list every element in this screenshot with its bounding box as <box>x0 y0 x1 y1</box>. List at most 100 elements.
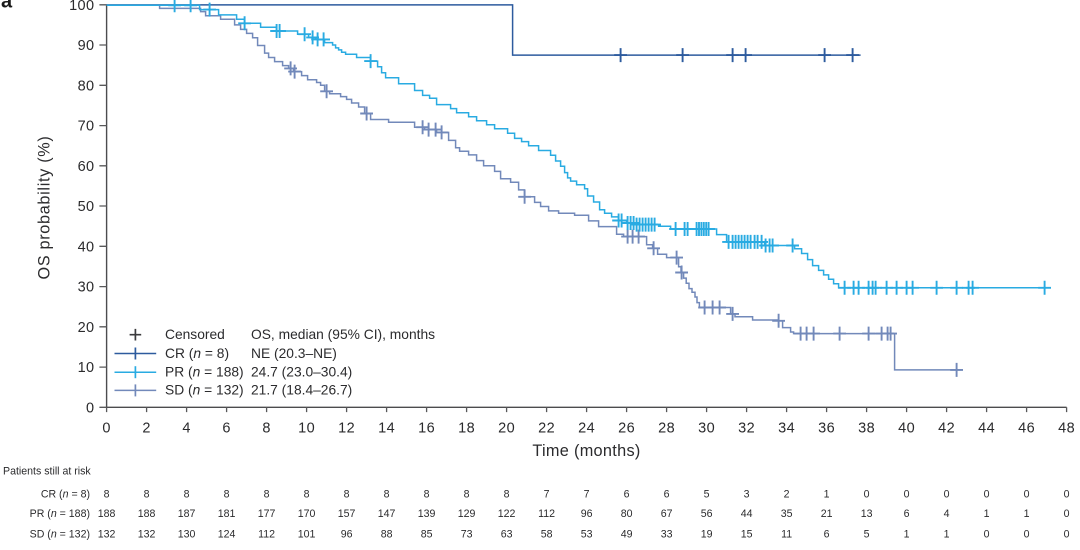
svg-text:50: 50 <box>78 199 95 215</box>
svg-text:1: 1 <box>944 528 950 540</box>
svg-text:157: 157 <box>338 508 356 520</box>
svg-text:8: 8 <box>464 488 470 500</box>
svg-text:80: 80 <box>621 508 633 520</box>
svg-text:90: 90 <box>78 38 95 54</box>
svg-text:6: 6 <box>824 528 830 540</box>
svg-text:0: 0 <box>102 421 110 437</box>
svg-text:5: 5 <box>864 528 870 540</box>
svg-text:0: 0 <box>86 400 94 416</box>
svg-text:46: 46 <box>1018 421 1035 437</box>
svg-text:0: 0 <box>1024 528 1030 540</box>
svg-text:8: 8 <box>504 488 510 500</box>
svg-text:16: 16 <box>418 421 435 437</box>
svg-text:Censored: Censored <box>165 327 225 342</box>
svg-text:OS probability (%): OS probability (%) <box>36 136 54 280</box>
svg-text:5: 5 <box>704 488 710 500</box>
svg-text:67: 67 <box>661 508 673 520</box>
svg-text:36: 36 <box>818 421 835 437</box>
svg-text:11: 11 <box>781 528 792 540</box>
svg-text:Patients still at risk: Patients still at risk <box>3 466 91 478</box>
svg-text:8: 8 <box>424 488 430 500</box>
svg-text:187: 187 <box>178 508 196 520</box>
svg-text:6: 6 <box>624 488 630 500</box>
svg-text:8: 8 <box>224 488 230 500</box>
svg-text:96: 96 <box>581 508 593 520</box>
svg-text:3: 3 <box>744 488 750 500</box>
svg-text:101: 101 <box>298 528 316 540</box>
svg-text:CR (n = 8): CR (n = 8) <box>165 346 229 361</box>
svg-text:53: 53 <box>581 528 593 540</box>
svg-text:70: 70 <box>78 119 95 135</box>
svg-text:CR (n = 8): CR (n = 8) <box>41 488 90 500</box>
svg-text:8: 8 <box>144 488 150 500</box>
svg-text:56: 56 <box>701 508 713 520</box>
svg-text:100: 100 <box>69 0 94 14</box>
svg-text:13: 13 <box>861 508 873 520</box>
svg-text:1: 1 <box>824 488 830 500</box>
svg-text:PR (n = 188): PR (n = 188) <box>30 508 90 520</box>
svg-text:1: 1 <box>1024 508 1030 520</box>
svg-text:88: 88 <box>381 528 393 540</box>
svg-text:19: 19 <box>701 528 713 540</box>
svg-text:85: 85 <box>421 528 433 540</box>
svg-text:2: 2 <box>784 488 790 500</box>
svg-text:48: 48 <box>1058 421 1075 437</box>
svg-text:30: 30 <box>78 280 95 296</box>
svg-text:38: 38 <box>858 421 875 437</box>
svg-text:132: 132 <box>98 528 116 540</box>
svg-text:32: 32 <box>738 421 755 437</box>
svg-text:6: 6 <box>664 488 670 500</box>
svg-text:NE (20.3–NE): NE (20.3–NE) <box>251 346 337 361</box>
svg-text:181: 181 <box>218 508 236 520</box>
svg-text:6: 6 <box>222 421 230 437</box>
svg-text:PR (n = 188): PR (n = 188) <box>165 365 244 380</box>
svg-text:0: 0 <box>944 488 950 500</box>
svg-text:28: 28 <box>658 421 675 437</box>
svg-text:30: 30 <box>698 421 715 437</box>
svg-text:Time (months): Time (months) <box>532 442 640 460</box>
svg-text:4: 4 <box>182 421 190 437</box>
svg-text:10: 10 <box>298 421 315 437</box>
svg-text:26: 26 <box>618 421 635 437</box>
svg-text:139: 139 <box>418 508 436 520</box>
svg-text:96: 96 <box>341 528 353 540</box>
svg-text:170: 170 <box>298 508 316 520</box>
svg-text:0: 0 <box>1024 488 1030 500</box>
svg-text:124: 124 <box>218 528 236 540</box>
svg-text:40: 40 <box>78 239 95 255</box>
svg-text:22: 22 <box>538 421 555 437</box>
svg-text:SD (n = 132): SD (n = 132) <box>30 528 90 540</box>
svg-text:188: 188 <box>98 508 116 520</box>
svg-text:60: 60 <box>78 159 95 175</box>
svg-text:4: 4 <box>944 508 950 520</box>
svg-text:8: 8 <box>262 421 270 437</box>
svg-text:21.7 (18.4–26.7): 21.7 (18.4–26.7) <box>251 383 352 398</box>
svg-text:0: 0 <box>864 488 870 500</box>
svg-text:0: 0 <box>1064 488 1070 500</box>
svg-text:129: 129 <box>458 508 476 520</box>
svg-text:20: 20 <box>498 421 515 437</box>
svg-text:132: 132 <box>138 528 156 540</box>
svg-text:18: 18 <box>458 421 475 437</box>
svg-text:130: 130 <box>178 528 196 540</box>
svg-text:80: 80 <box>78 78 95 94</box>
svg-text:112: 112 <box>258 528 275 540</box>
svg-text:44: 44 <box>978 421 995 437</box>
svg-text:8: 8 <box>184 488 190 500</box>
svg-text:7: 7 <box>544 488 550 500</box>
svg-text:177: 177 <box>258 508 276 520</box>
svg-text:58: 58 <box>541 528 553 540</box>
svg-text:112: 112 <box>538 508 555 520</box>
svg-text:SD (n = 132): SD (n = 132) <box>165 383 244 398</box>
svg-text:33: 33 <box>661 528 673 540</box>
svg-text:20: 20 <box>78 320 95 336</box>
svg-text:0: 0 <box>1064 508 1070 520</box>
svg-text:63: 63 <box>501 528 513 540</box>
svg-text:2: 2 <box>142 421 150 437</box>
svg-text:35: 35 <box>781 508 793 520</box>
svg-text:12: 12 <box>338 421 355 437</box>
svg-text:34: 34 <box>778 421 795 437</box>
svg-text:a: a <box>1 0 13 13</box>
svg-text:OS, median (95% CI), months: OS, median (95% CI), months <box>251 327 435 342</box>
svg-text:24: 24 <box>578 421 595 437</box>
